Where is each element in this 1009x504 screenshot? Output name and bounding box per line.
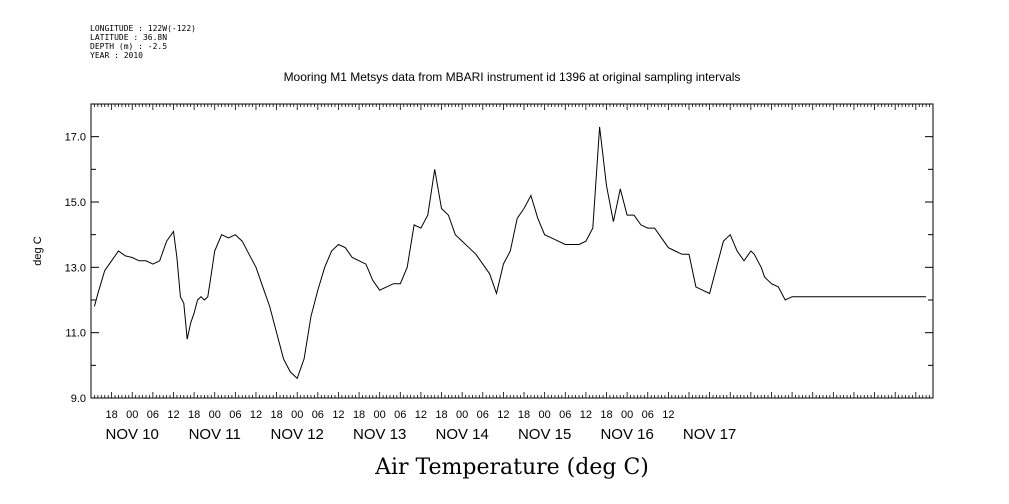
y-tick-label: 11.0 [65,328,86,340]
x-hour-label: 00 [209,409,221,421]
series-layer [93,126,927,380]
plot-frame [90,103,934,399]
meta-year: YEAR : 2010 [90,51,143,60]
x-hour-label: 00 [539,409,551,421]
x-day-label: NOV 10 [106,426,159,443]
x-day-label: NOV 15 [518,426,571,443]
x-hour-label: 06 [642,409,654,421]
x-hour-label: 00 [374,409,386,421]
x-hour-label: 00 [126,409,138,421]
x-hour-label: 12 [167,409,179,421]
meta-longitude: LONGITUDE : 122W(-122) [90,24,196,33]
y-tick-label: 17.0 [65,132,86,144]
x-hour-label: 18 [600,409,612,421]
x-day-label: NOV 16 [600,426,653,443]
meta-depth: DEPTH (m) : -2.5 [90,42,167,51]
y-tick-label: 13.0 [65,262,86,274]
x-hour-label: 12 [415,409,427,421]
x-day-label: NOV 11 [189,426,241,443]
x-day-label: NOV 14 [435,426,488,443]
x-hour-label: 06 [559,409,571,421]
x-hour-label: 06 [394,409,406,421]
x-hour-label: 00 [621,409,633,421]
x-hour-label: 12 [250,409,262,421]
x-hour-label: 18 [105,409,117,421]
y-axis-label: deg C [32,236,44,265]
x-hour-label: 18 [435,409,447,421]
x-day-label: NOV 13 [353,426,406,443]
x-hour-label: 18 [188,409,200,421]
x-hour-label: 06 [477,409,489,421]
x-axis: 18 00 06 12 18 00 06 12 18 00 06 12 18 00 06 12 18 00 06 12… [90,104,934,443]
x-hour-label: 06 [147,409,159,421]
x-hour-label: 12 [332,409,344,421]
x-hour-label: 12 [662,409,674,421]
x-hour-label: 18 [353,409,365,421]
x-hour-label: 06 [229,409,241,421]
x-axis-label: Air Temperature (deg C) [374,455,649,480]
plot-area: 9.0 11.0 13.0 15.0 17.0 18 00 06 12 18 00 06 12 18 00… [65,103,934,443]
series-line-0 [93,126,927,380]
x-hour-label: 00 [291,409,303,421]
x-hour-label: 00 [456,409,468,421]
chart-title: Mooring M1 Metsys data from MBARI instru… [284,70,741,84]
meta-block: LONGITUDE : 122W(-122) LATITUDE : 36.8N … [90,24,196,60]
meta-latitude: LATITUDE : 36.8N [90,33,167,42]
y-axis: 9.0 11.0 13.0 15.0 17.0 [65,132,933,405]
x-hour-label: 06 [312,409,324,421]
y-tick-label: 15.0 [65,197,86,209]
x-hour-label: 18 [270,409,282,421]
x-day-label: NOV 12 [271,426,324,443]
x-hour-label: 18 [518,409,530,421]
x-day-label: NOV 17 [683,426,736,443]
y-tick-label: 9.0 [71,393,86,405]
x-hour-label: 12 [580,409,592,421]
x-hour-label: 12 [497,409,509,421]
